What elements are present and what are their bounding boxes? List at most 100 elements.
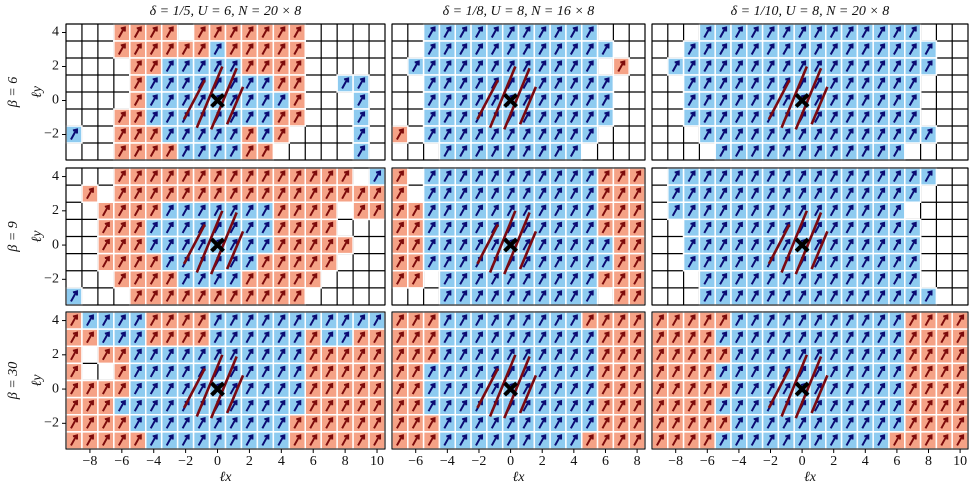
cell	[598, 126, 614, 143]
cell	[698, 270, 716, 289]
cell	[921, 109, 937, 126]
cell	[517, 328, 536, 347]
cell	[581, 431, 599, 450]
cell	[224, 201, 243, 221]
spin-arrow	[656, 331, 664, 344]
cell	[256, 270, 275, 289]
spin-arrow	[585, 399, 594, 412]
cell	[454, 287, 472, 306]
cell	[951, 345, 969, 365]
cell	[454, 74, 472, 93]
spin-arrow	[782, 26, 791, 38]
cell	[746, 23, 764, 42]
spin-arrow	[814, 145, 822, 157]
spin-arrow	[719, 399, 728, 412]
spin-arrow	[703, 382, 712, 395]
cell-fill	[668, 41, 684, 58]
spin-arrow	[538, 94, 547, 106]
cell	[160, 396, 179, 416]
spin-arrow	[213, 43, 222, 55]
spin-arrow	[261, 145, 270, 157]
spin-arrow	[197, 273, 206, 285]
spin-arrow	[245, 365, 254, 378]
cell	[682, 201, 701, 221]
cell	[840, 184, 859, 203]
spin-arrow	[443, 128, 452, 140]
spin-arrow	[443, 111, 452, 123]
cell	[272, 125, 291, 144]
cell	[391, 396, 409, 416]
cell	[129, 362, 147, 382]
spin-arrow	[703, 60, 712, 72]
spin-arrow	[341, 331, 350, 344]
cell	[272, 311, 291, 330]
cell	[352, 362, 370, 382]
cell	[714, 379, 732, 399]
cell	[176, 184, 195, 203]
cell-fill	[392, 288, 408, 305]
spin-arrow	[229, 26, 238, 38]
cell	[288, 270, 306, 289]
cell	[224, 328, 243, 347]
cell	[304, 201, 322, 221]
spin-arrow	[782, 43, 791, 55]
y-tick-label: 2	[52, 347, 59, 362]
spin-arrow	[861, 111, 870, 123]
cell	[145, 414, 163, 433]
cell	[98, 168, 114, 185]
spin-arrow	[877, 26, 886, 38]
spin-arrow	[893, 331, 901, 344]
spin-arrow	[149, 314, 158, 327]
cell	[129, 184, 147, 203]
cell	[424, 271, 440, 288]
spin-arrow	[908, 434, 917, 446]
spin-arrow	[475, 314, 483, 327]
cell-fill	[408, 185, 424, 202]
spin-arrow	[585, 238, 594, 251]
spin-arrow	[554, 399, 563, 412]
spin-arrow	[750, 204, 759, 217]
spin-arrow	[554, 204, 563, 217]
cell	[730, 235, 748, 255]
cell	[888, 396, 906, 416]
cell-fill	[369, 271, 385, 288]
spin-arrow	[845, 290, 854, 302]
spin-arrow	[829, 170, 838, 183]
spin-arrow	[538, 331, 547, 344]
cell	[905, 143, 921, 160]
spin-arrow	[261, 417, 270, 429]
cell	[145, 40, 163, 59]
spin-arrow	[427, 365, 436, 378]
cell	[470, 345, 488, 365]
cell	[97, 311, 115, 330]
cell	[353, 288, 369, 305]
bond-arrow	[488, 354, 517, 417]
cell	[777, 201, 795, 221]
spin-arrow	[585, 77, 594, 89]
spin-arrow	[522, 314, 531, 327]
spin-arrow	[309, 417, 318, 429]
spin-arrow	[601, 221, 610, 234]
spin-arrow	[877, 94, 886, 106]
spin-arrow	[181, 221, 190, 234]
cell	[408, 168, 424, 185]
cell	[145, 328, 163, 347]
cell	[501, 125, 520, 144]
cell	[470, 184, 488, 203]
cell	[746, 218, 764, 238]
cell	[82, 237, 98, 254]
spin-arrow	[798, 43, 807, 55]
spin-arrow	[782, 382, 791, 395]
cell	[888, 270, 906, 289]
cell	[565, 142, 583, 161]
spin-arrow	[325, 314, 334, 327]
cell	[454, 184, 472, 203]
cell	[256, 414, 275, 433]
cell	[714, 184, 732, 203]
cell	[391, 125, 409, 144]
spin-arrow	[845, 145, 854, 157]
cell	[240, 396, 259, 416]
spin-arrow	[245, 94, 254, 106]
cell-fill	[921, 202, 937, 219]
cell	[145, 125, 163, 144]
